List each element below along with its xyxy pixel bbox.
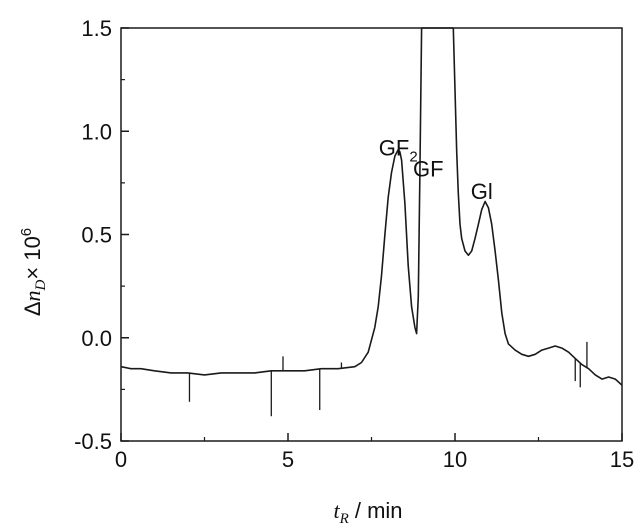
y-axis-multiplier: × 10 bbox=[20, 236, 45, 279]
x-tick-label: 0 bbox=[115, 447, 127, 472]
x-axis-ticks: 0 5 10 15 bbox=[115, 433, 634, 472]
peak-label-text: Gl bbox=[471, 179, 493, 204]
x-tick-label: 15 bbox=[610, 447, 634, 472]
peak-label: Gl bbox=[471, 179, 493, 204]
y-tick-label: 0.5 bbox=[81, 223, 112, 248]
x-axis-subscript: R bbox=[339, 511, 349, 527]
y-axis-exponent: 6 bbox=[18, 228, 35, 236]
y-axis-symbol: n bbox=[20, 290, 45, 301]
peak-label: GF bbox=[413, 156, 444, 181]
y-tick-label: 1.0 bbox=[81, 119, 112, 144]
y-axis-ticks: -0.5 0.0 0.5 1.0 1.5 bbox=[74, 16, 129, 454]
series-line-0 bbox=[120, 27, 623, 386]
plot-frame bbox=[120, 27, 623, 442]
series-layer bbox=[120, 27, 623, 386]
x-axis-title: tR / min bbox=[333, 498, 402, 527]
y-axis-title: ΔnD× 106 bbox=[18, 228, 49, 316]
y-tick-label: 1.5 bbox=[81, 16, 112, 41]
y-tick-label: -0.5 bbox=[74, 429, 112, 454]
y-tick-label: 0.0 bbox=[81, 326, 112, 351]
y-axis-delta: Δ bbox=[20, 301, 45, 316]
y-axis-subscript: D bbox=[33, 279, 49, 291]
peak-label-subscript: 2 bbox=[409, 149, 417, 166]
peak-label-text: GF bbox=[379, 136, 410, 161]
peak-label-text: GF bbox=[413, 156, 444, 181]
x-axis-symbol: t bbox=[333, 498, 340, 523]
peak-label: GF2 bbox=[379, 136, 418, 166]
x-axis-unit: / min bbox=[349, 498, 403, 523]
noise-spikes bbox=[188, 341, 588, 417]
x-tick-label: 5 bbox=[282, 447, 294, 472]
x-tick-label: 10 bbox=[443, 447, 467, 472]
